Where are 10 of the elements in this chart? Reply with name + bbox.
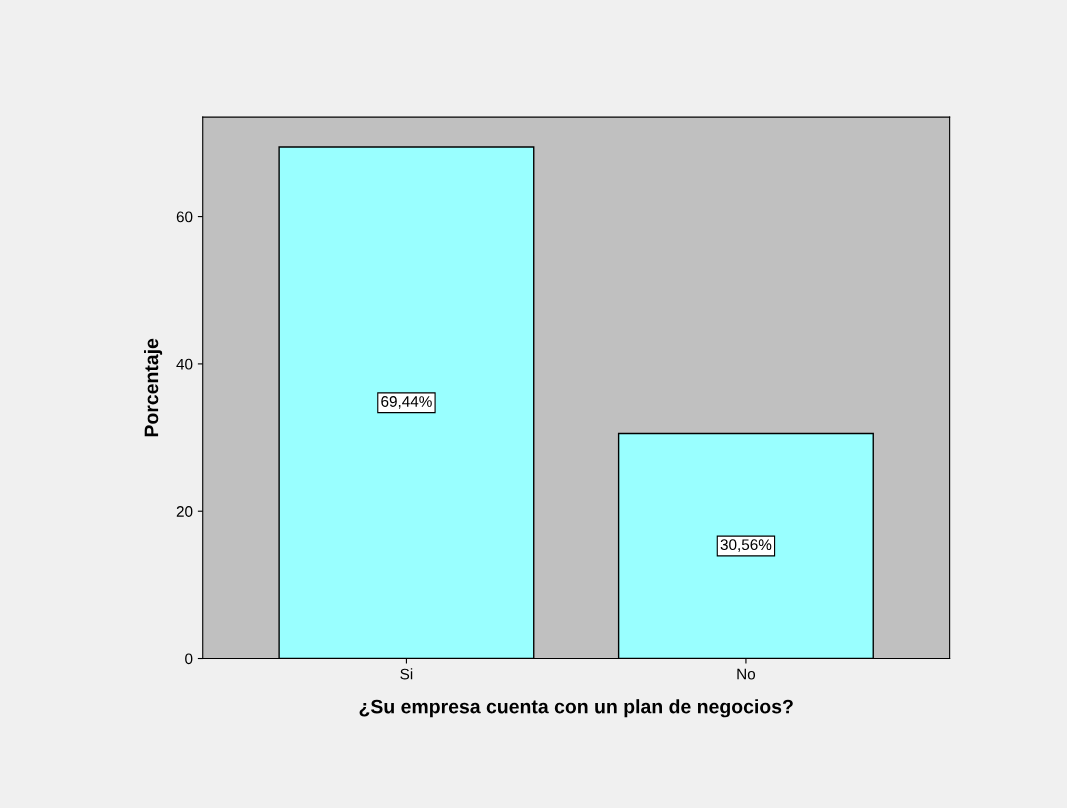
y-tick-label: 20 (176, 506, 193, 517)
y-tick-label: 0 (185, 653, 193, 665)
data-label: 69,44% (381, 396, 432, 409)
y-axis-title: Porcentaje (144, 338, 163, 437)
data-label: 30,56% (720, 539, 772, 552)
x-tick-label: No (737, 668, 756, 680)
x-axis-title: ¿Su empresa cuenta con un plan de negocios? (359, 699, 793, 718)
x-tick-label: Si (400, 668, 413, 680)
y-tick-label: 60 (176, 211, 193, 223)
y-tick-label: 40 (176, 358, 193, 370)
